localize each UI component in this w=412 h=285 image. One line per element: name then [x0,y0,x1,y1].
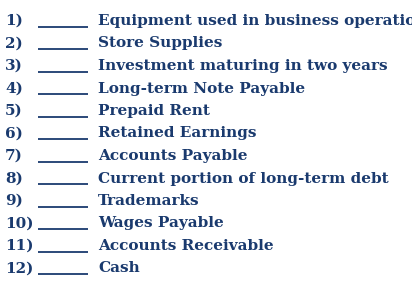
Text: 5): 5) [5,104,23,118]
Text: 10): 10) [5,217,33,231]
Text: Current portion of long-term debt: Current portion of long-term debt [98,172,389,186]
Text: 8): 8) [5,172,23,186]
Text: Equipment used in business operations: Equipment used in business operations [98,14,412,28]
Text: 9): 9) [5,194,23,208]
Text: Prepaid Rent: Prepaid Rent [98,104,210,118]
Text: Store Supplies: Store Supplies [98,36,222,50]
Text: 1): 1) [5,14,23,28]
Text: Accounts Receivable: Accounts Receivable [98,239,274,253]
Text: Trademarks: Trademarks [98,194,200,208]
Text: 2): 2) [5,36,23,50]
Text: Retained Earnings: Retained Earnings [98,127,257,141]
Text: 11): 11) [5,239,33,253]
Text: 7): 7) [5,149,23,163]
Text: Wages Payable: Wages Payable [98,217,224,231]
Text: Long-term Note Payable: Long-term Note Payable [98,82,305,95]
Text: Cash: Cash [98,262,140,276]
Text: Investment maturing in two years: Investment maturing in two years [98,59,388,73]
Text: 4): 4) [5,82,23,95]
Text: Accounts Payable: Accounts Payable [98,149,248,163]
Text: 6): 6) [5,127,23,141]
Text: 12): 12) [5,262,33,276]
Text: 3): 3) [5,59,23,73]
